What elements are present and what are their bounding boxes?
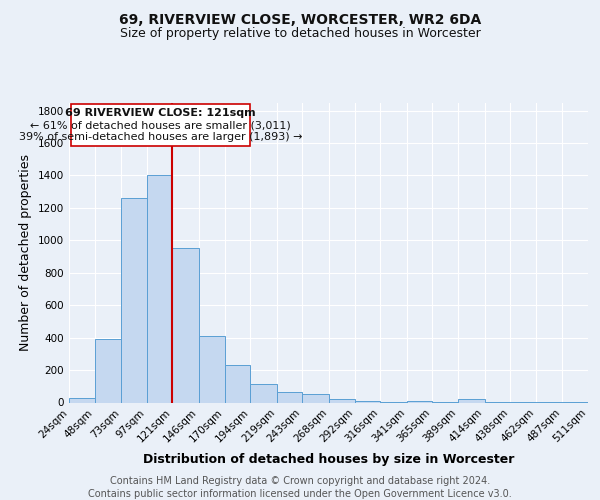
Bar bbox=[172, 248, 199, 402]
Text: 69, RIVERVIEW CLOSE, WORCESTER, WR2 6DA: 69, RIVERVIEW CLOSE, WORCESTER, WR2 6DA bbox=[119, 12, 481, 26]
Text: Contains public sector information licensed under the Open Government Licence v3: Contains public sector information licen… bbox=[88, 489, 512, 499]
X-axis label: Distribution of detached houses by size in Worcester: Distribution of detached houses by size … bbox=[143, 452, 514, 466]
Bar bbox=[458, 400, 485, 402]
Bar bbox=[302, 394, 329, 402]
Y-axis label: Number of detached properties: Number of detached properties bbox=[19, 154, 32, 351]
Text: Contains HM Land Registry data © Crown copyright and database right 2024.: Contains HM Land Registry data © Crown c… bbox=[110, 476, 490, 486]
Text: ← 61% of detached houses are smaller (3,011): ← 61% of detached houses are smaller (3,… bbox=[30, 120, 291, 130]
Text: 69 RIVERVIEW CLOSE: 121sqm: 69 RIVERVIEW CLOSE: 121sqm bbox=[65, 108, 256, 118]
Bar bbox=[121, 198, 147, 402]
Bar bbox=[329, 400, 355, 402]
Bar bbox=[95, 340, 121, 402]
Bar bbox=[407, 401, 433, 402]
Bar bbox=[250, 384, 277, 402]
FancyBboxPatch shape bbox=[71, 104, 250, 146]
Bar bbox=[224, 365, 250, 403]
Bar bbox=[199, 336, 224, 402]
Bar bbox=[147, 176, 172, 402]
Bar bbox=[355, 401, 380, 402]
Text: 39% of semi-detached houses are larger (1,893) →: 39% of semi-detached houses are larger (… bbox=[19, 132, 302, 142]
Text: Size of property relative to detached houses in Worcester: Size of property relative to detached ho… bbox=[119, 28, 481, 40]
Bar bbox=[277, 392, 302, 402]
Bar bbox=[69, 398, 95, 402]
